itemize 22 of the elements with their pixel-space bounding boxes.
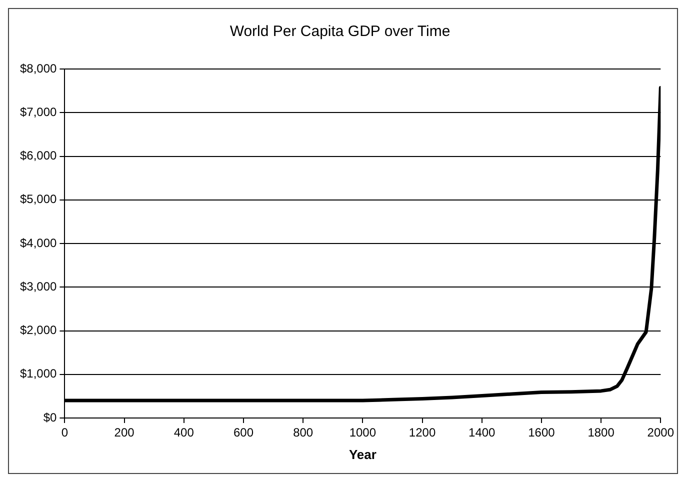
y-tick-label: $0 xyxy=(43,410,58,424)
x-tick-label: 1400 xyxy=(468,426,496,440)
x-axis-title: Year xyxy=(348,446,376,462)
x-tick-label: 600 xyxy=(233,426,254,440)
x-tick-label: 800 xyxy=(293,426,314,440)
y-tick-label: $4,000 xyxy=(20,236,58,250)
x-tick-label: 0 xyxy=(61,426,68,440)
y-tick-label: $5,000 xyxy=(20,192,58,206)
x-tick-label: 400 xyxy=(174,426,194,440)
y-tick-label: $8,000 xyxy=(20,61,58,76)
x-tick-label: 1000 xyxy=(349,426,376,440)
y-tick-label: $3,000 xyxy=(20,279,58,294)
x-tick-label: 1800 xyxy=(588,426,615,440)
y-tick-label: $2,000 xyxy=(20,323,58,338)
x-tick-label: 2000 xyxy=(647,426,674,440)
y-tick-label: $6,000 xyxy=(20,148,58,163)
x-tick-label: 1600 xyxy=(528,426,556,440)
x-tick-label: 200 xyxy=(114,426,135,440)
chart-title: World Per Capita GDP over Time xyxy=(230,23,450,40)
x-tick-label: 1200 xyxy=(408,426,436,440)
y-tick-label: $1,000 xyxy=(20,366,58,381)
y-tick-label: $7,000 xyxy=(20,104,58,119)
